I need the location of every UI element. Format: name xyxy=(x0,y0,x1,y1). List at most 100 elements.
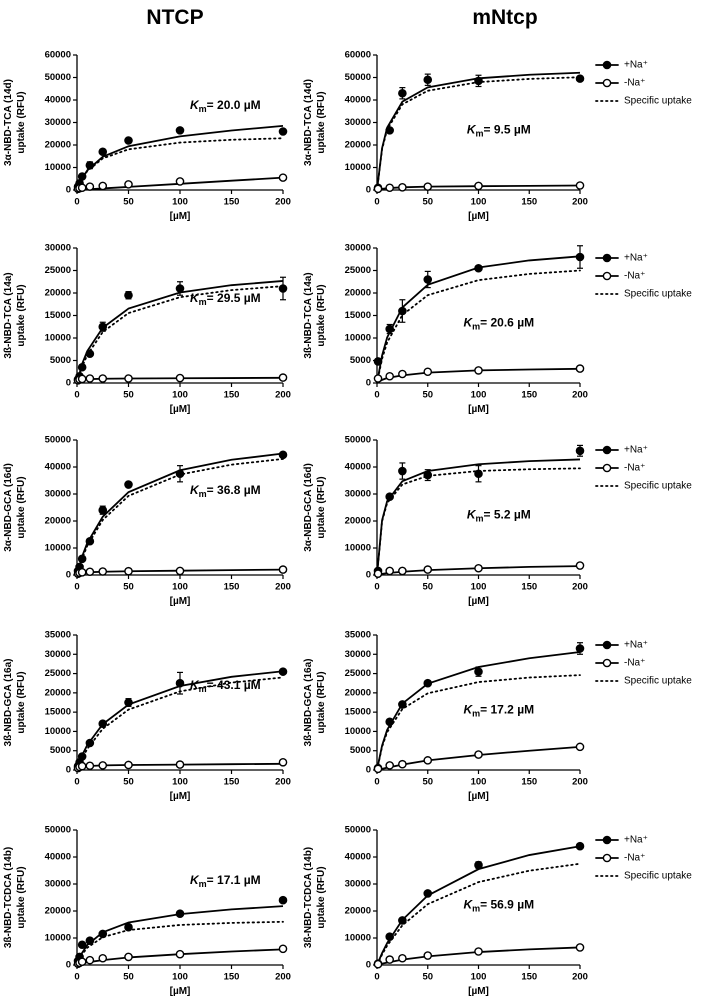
data-point xyxy=(98,505,108,515)
y-axis-label: uptake (RFU) xyxy=(316,284,327,346)
fit-curve xyxy=(376,946,581,966)
km-annotation: Km= 56.9 µM xyxy=(463,897,534,913)
data-point xyxy=(175,760,185,769)
km-symbol: K xyxy=(190,873,200,887)
data-point xyxy=(398,700,407,709)
data-point xyxy=(398,466,407,476)
data-point xyxy=(85,567,95,577)
y-tick-label: 0 xyxy=(366,378,371,389)
x-tick-label: 0 xyxy=(374,777,379,788)
km-annotation: Km= 36.8 µM xyxy=(190,483,261,499)
data-point xyxy=(423,889,433,898)
y-tick-label: 20000 xyxy=(345,906,371,917)
x-tick-label: 0 xyxy=(74,390,79,401)
y-axis-label: uptake (RFU) xyxy=(316,91,327,153)
km-annotation: Km= 17.2 µM xyxy=(463,702,534,718)
y-tick-label: 50000 xyxy=(345,825,371,836)
fit-curve xyxy=(76,905,284,966)
data-point xyxy=(398,88,407,98)
km-subscript: m xyxy=(199,684,207,694)
data-point xyxy=(278,173,288,182)
data-point xyxy=(575,446,585,456)
km-value: = 20.6 µM xyxy=(480,315,534,329)
y-tick-label: 10000 xyxy=(345,333,371,344)
data-point xyxy=(85,160,95,170)
y-tick-label: 20000 xyxy=(45,516,71,527)
y-tick-label: 10000 xyxy=(45,333,71,344)
x-tick-label: 150 xyxy=(224,582,240,593)
x-tick-label: 50 xyxy=(123,972,134,983)
x-tick-label: 200 xyxy=(572,390,588,401)
legend-label: Specific uptake xyxy=(624,676,692,687)
legend-label: +Na⁺ xyxy=(624,640,648,651)
x-tick-label: 0 xyxy=(374,582,379,593)
data-point xyxy=(85,349,95,359)
specific-curve xyxy=(376,674,581,771)
legend-entry: +Na⁺ xyxy=(595,835,648,846)
specific-curve xyxy=(76,920,284,966)
x-tick-label: 200 xyxy=(275,197,291,208)
data-point xyxy=(175,949,185,959)
km-value: = 20.0 µM xyxy=(207,98,261,112)
data-point xyxy=(175,373,185,383)
y-axis-label: 3ß-NBD-TCDCA (14b) xyxy=(303,847,314,948)
y-tick-label: 10000 xyxy=(45,543,71,554)
data-point xyxy=(474,860,483,870)
data-point xyxy=(278,944,288,954)
y-axis-label: 3α-NBD-GCA (16d) xyxy=(303,463,314,552)
panel: 0 10000 20000 30000 40000 50000 60000 0 50 100 150… xyxy=(303,50,692,223)
legend-entry: +Na⁺ xyxy=(595,60,648,71)
y-axis-label: uptake (RFU) xyxy=(16,671,27,733)
y-tick-label: 20000 xyxy=(45,140,71,151)
legend-entry: Specific uptake xyxy=(595,96,692,107)
data-point xyxy=(77,362,87,372)
km-symbol: K xyxy=(190,98,200,112)
x-tick-label: 0 xyxy=(74,972,79,983)
legend-entry: Specific uptake xyxy=(595,481,692,492)
y-tick-label: 25000 xyxy=(345,668,371,679)
data-point xyxy=(398,182,407,192)
y-tick-label: 0 xyxy=(66,765,71,776)
y-tick-label: 0 xyxy=(366,765,371,776)
x-tick-label: 200 xyxy=(572,777,588,788)
x-axis-label: [µM] xyxy=(170,791,191,802)
y-tick-label: 50000 xyxy=(45,435,71,446)
fit-curve xyxy=(376,651,581,771)
x-tick-label: 100 xyxy=(172,390,188,401)
km-value: = 29.5 µM xyxy=(207,291,261,305)
x-tick-label: 100 xyxy=(172,197,188,208)
x-tick-label: 100 xyxy=(172,777,188,788)
km-symbol: K xyxy=(463,897,473,911)
data-point xyxy=(77,554,87,564)
data-point xyxy=(278,127,288,136)
data-point xyxy=(373,764,383,774)
column-title: NTCP xyxy=(146,6,203,29)
legend-marker xyxy=(602,835,612,845)
legend-marker xyxy=(602,253,612,263)
data-point xyxy=(398,759,407,769)
y-tick-label: 20000 xyxy=(345,288,371,299)
x-tick-label: 150 xyxy=(521,197,537,208)
data-point xyxy=(85,536,95,546)
y-tick-label: 30000 xyxy=(45,489,71,500)
y-tick-label: 0 xyxy=(66,185,71,196)
specific-curve xyxy=(376,76,581,191)
data-point xyxy=(278,667,288,676)
data-point xyxy=(77,957,87,967)
data-point xyxy=(98,322,108,332)
specific-curve xyxy=(76,285,284,384)
y-tick-label: 0 xyxy=(66,960,71,971)
km-value: = 9.5 µM xyxy=(484,122,531,136)
x-tick-label: 200 xyxy=(572,972,588,983)
x-tick-label: 100 xyxy=(471,390,487,401)
specific-curve xyxy=(376,269,581,384)
y-tick-label: 15000 xyxy=(345,707,371,718)
km-value: = 5.2 µM xyxy=(484,507,531,521)
x-tick-label: 150 xyxy=(521,972,537,983)
data-point xyxy=(77,183,87,193)
data-point xyxy=(575,943,585,952)
x-tick-label: 0 xyxy=(374,390,379,401)
km-annotation: Km= 5.2 µM xyxy=(467,507,531,523)
y-tick-label: 30000 xyxy=(45,117,71,128)
legend-marker xyxy=(602,445,612,455)
